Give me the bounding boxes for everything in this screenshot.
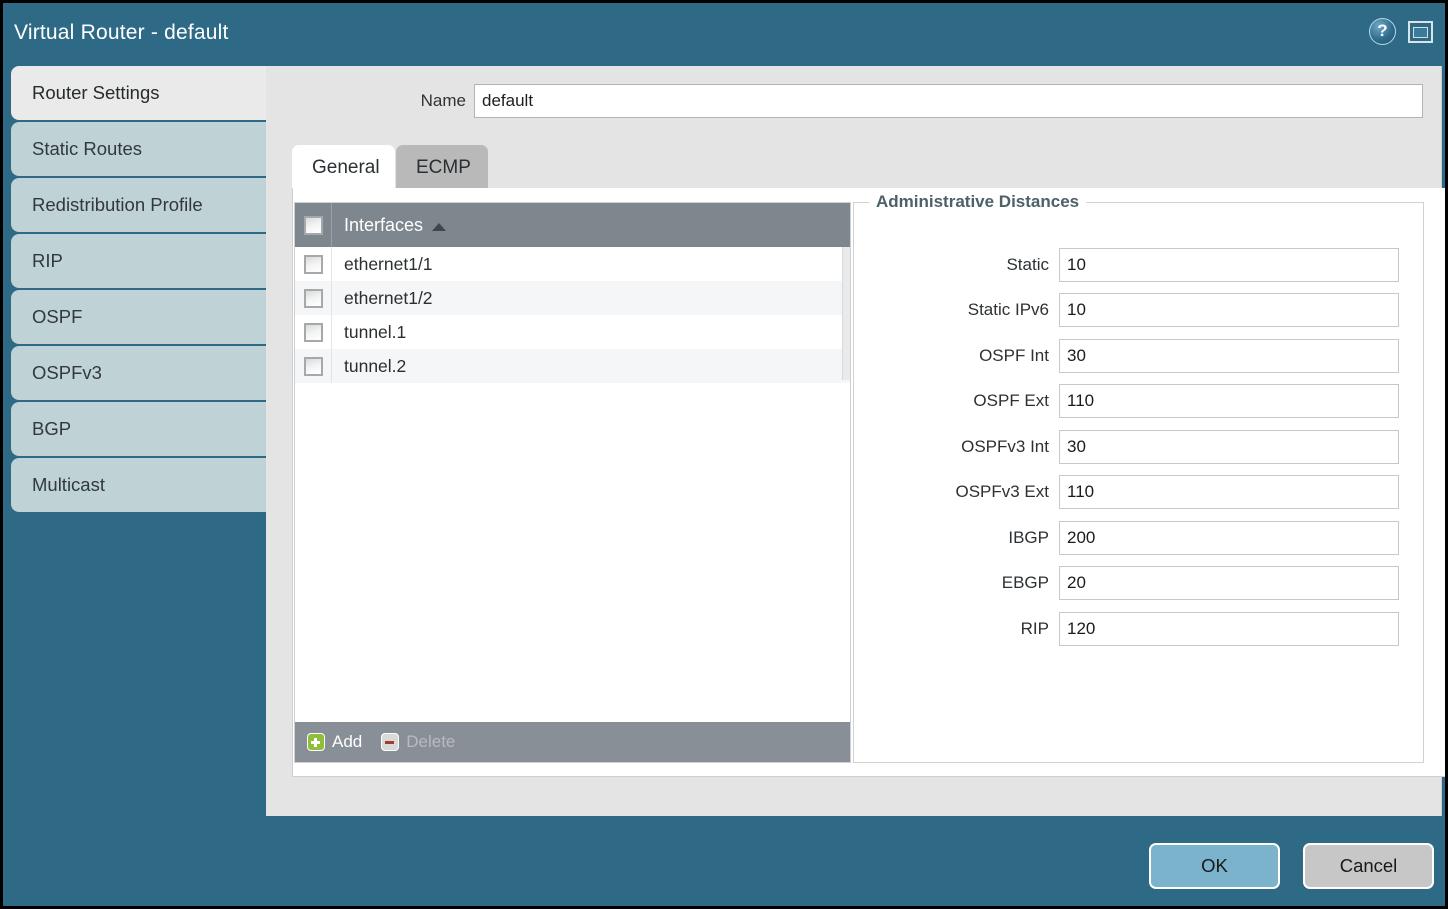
sidebar-item-redistribution-profile[interactable]: Redistribution Profile	[11, 178, 266, 232]
interface-name: tunnel.1	[344, 321, 407, 342]
sidebar-nav: Router Settings Static Routes Redistribu…	[3, 66, 266, 906]
row-checkbox[interactable]	[303, 322, 323, 342]
dialog-footer: OK Cancel	[3, 816, 1445, 906]
row-checkbox-cell	[295, 315, 332, 349]
ospf-ext-input[interactable]	[1059, 384, 1399, 419]
table-row[interactable]: tunnel.1	[295, 315, 850, 349]
ospfv3-int-label: OSPFv3 Int	[961, 436, 1049, 456]
field-row-ibgp: IBGP	[854, 515, 1423, 561]
ospfv3-ext-label: OSPFv3 Ext	[955, 482, 1049, 502]
administrative-distances-group: Administrative Distances Static Static I…	[853, 192, 1424, 763]
row-checkbox-cell	[295, 281, 332, 315]
ebgp-label: EBGP	[1001, 573, 1049, 593]
select-all-checkbox[interactable]	[303, 215, 323, 235]
interfaces-table-body: ethernet1/1 ethernet1/2 tunnel.1	[295, 247, 850, 722]
sort-ascending-icon	[432, 222, 447, 231]
field-row-static-ipv6: Static IPv6	[854, 288, 1423, 334]
administrative-distances-legend: Administrative Distances	[869, 192, 1087, 212]
add-button[interactable]: Add	[307, 732, 362, 752]
field-row-ospfv3-int: OSPFv3 Int	[854, 424, 1423, 470]
sidebar-item-ospf[interactable]: OSPF	[11, 290, 266, 344]
minus-icon	[381, 733, 400, 751]
static-label: Static	[1006, 254, 1049, 274]
dialog-titlebar: Virtual Router - default ?	[3, 3, 1445, 66]
ibgp-label: IBGP	[1008, 527, 1049, 547]
static-input[interactable]	[1059, 247, 1399, 282]
interface-name: ethernet1/2	[344, 287, 433, 308]
administrative-distances-field-list: Static Static IPv6 OSPF Int OSPF Ext	[854, 242, 1423, 652]
name-field-row: Name	[266, 84, 1441, 118]
ibgp-input[interactable]	[1059, 520, 1399, 555]
row-checkbox[interactable]	[303, 254, 323, 274]
tab-strip: General ECMP	[292, 145, 1417, 189]
interfaces-column-label: Interfaces	[344, 214, 424, 235]
table-row[interactable]: ethernet1/1	[295, 247, 850, 281]
sidebar-item-bgp[interactable]: BGP	[11, 402, 266, 456]
row-checkbox-cell	[295, 247, 332, 281]
add-button-label: Add	[332, 732, 363, 751]
ospfv3-ext-input[interactable]	[1059, 475, 1399, 510]
interfaces-column-header[interactable]: Interfaces	[332, 203, 850, 247]
window-restore-icon[interactable]	[1408, 20, 1433, 43]
tab-general[interactable]: General	[292, 145, 395, 189]
tab-ecmp[interactable]: ECMP	[396, 145, 488, 189]
help-circle-icon[interactable]: ?	[1369, 18, 1396, 45]
table-row[interactable]: ethernet1/2	[295, 281, 850, 315]
sidebar-item-router-settings[interactable]: Router Settings	[11, 66, 266, 120]
ok-button[interactable]: OK	[1149, 843, 1280, 889]
ospf-int-input[interactable]	[1059, 338, 1399, 373]
dialog-content-panel: Name General ECMP Interfaces	[266, 66, 1445, 816]
sidebar-item-rip[interactable]: RIP	[11, 234, 266, 288]
rip-input[interactable]	[1059, 611, 1399, 646]
field-row-ospf-ext: OSPF Ext	[854, 379, 1423, 425]
field-row-ospfv3-ext: OSPFv3 Ext	[854, 470, 1423, 516]
plus-icon	[307, 733, 325, 751]
select-all-cell	[295, 203, 332, 247]
static-ipv6-input[interactable]	[1059, 293, 1399, 328]
dialog-title: Virtual Router - default	[14, 21, 229, 44]
sidebar-item-ospfv3[interactable]: OSPFv3	[11, 346, 266, 400]
field-row-rip: RIP	[854, 606, 1423, 652]
table-scrollbar[interactable]	[842, 247, 850, 380]
sidebar-item-static-routes[interactable]: Static Routes	[11, 122, 266, 176]
interface-name: tunnel.2	[344, 355, 407, 376]
table-row[interactable]: tunnel.2	[295, 349, 850, 383]
ospf-ext-label: OSPF Ext	[973, 391, 1049, 411]
row-checkbox-cell	[295, 349, 332, 383]
name-input[interactable]	[474, 84, 1423, 118]
row-checkbox[interactable]	[303, 288, 323, 308]
titlebar-icon-group: ?	[1369, 18, 1433, 45]
static-ipv6-label: Static IPv6	[967, 300, 1049, 320]
general-tab-panel: Interfaces ethernet1/1	[292, 188, 1445, 777]
row-checkbox[interactable]	[303, 356, 323, 376]
interfaces-table-footer: Add Delete	[295, 722, 850, 762]
cancel-button[interactable]: Cancel	[1303, 843, 1434, 889]
sidebar-item-multicast[interactable]: Multicast	[11, 458, 266, 512]
name-label: Name	[420, 91, 466, 110]
delete-button[interactable]: Delete	[381, 732, 455, 752]
interfaces-table: Interfaces ethernet1/1	[294, 202, 851, 763]
ospf-int-label: OSPF Int	[979, 345, 1049, 365]
field-row-static: Static	[854, 242, 1423, 288]
ospfv3-int-input[interactable]	[1059, 429, 1399, 464]
field-row-ebgp: EBGP	[854, 561, 1423, 607]
ebgp-input[interactable]	[1059, 566, 1399, 601]
field-row-ospf-int: OSPF Int	[854, 333, 1423, 379]
interfaces-table-header: Interfaces	[295, 203, 850, 247]
virtual-router-dialog: Virtual Router - default ? Router Settin…	[3, 3, 1445, 906]
interface-name: ethernet1/1	[344, 253, 433, 274]
rip-label: RIP	[1020, 618, 1049, 638]
delete-button-label: Delete	[406, 732, 456, 751]
